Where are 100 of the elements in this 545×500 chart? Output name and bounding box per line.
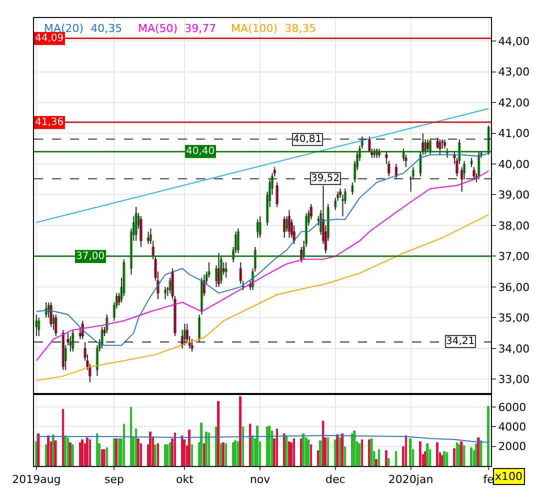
ref-line-label: 40,81: [293, 134, 322, 145]
bar: [251, 436, 254, 466]
bar: [341, 434, 344, 466]
bar: [113, 438, 116, 466]
bar: [358, 443, 361, 466]
bar: [456, 442, 458, 466]
x-tick-label: nov: [250, 473, 271, 486]
bar: [336, 434, 339, 466]
ref-line-label: 40,40: [186, 146, 215, 157]
bar: [463, 445, 466, 466]
line-series: [36, 214, 490, 382]
bar: [62, 408, 64, 466]
bar: [220, 443, 222, 466]
bar: [242, 426, 244, 466]
bar: [310, 444, 312, 466]
y-tick-label: 40,00: [498, 158, 530, 171]
bar: [361, 439, 364, 466]
ref-line-label: 39,52: [311, 173, 340, 184]
bar: [205, 432, 208, 466]
bar: [115, 438, 118, 466]
y-tick-label: 34,00: [498, 342, 530, 356]
x-tick-label: 2020jan: [388, 473, 434, 486]
bar: [385, 450, 388, 466]
bar: [387, 458, 390, 466]
text: MA(50) 39,77: [138, 22, 216, 35]
bar: [436, 442, 438, 466]
x-tick-label: sep: [104, 473, 124, 486]
bar: [268, 426, 271, 466]
bar: [135, 428, 138, 466]
x-tick-label: 2019aug: [12, 473, 61, 486]
bar: [183, 439, 186, 466]
bar: [86, 437, 88, 466]
bar: [203, 443, 206, 466]
bar: [353, 430, 356, 466]
bar: [395, 451, 398, 466]
bar: [137, 438, 140, 466]
bar: [487, 406, 490, 466]
bar: [276, 428, 278, 466]
bar: [378, 449, 380, 466]
bar: [426, 443, 429, 466]
bar: [101, 449, 103, 466]
bar: [166, 444, 169, 466]
bar: [222, 442, 225, 466]
bar: [409, 438, 412, 466]
y-tick-label: 39,00: [498, 188, 530, 202]
bar: [375, 459, 378, 466]
bar: [169, 442, 172, 466]
text: x100: [495, 470, 523, 483]
bar: [45, 444, 48, 466]
bar: [443, 451, 446, 466]
y-tick-label: 36,00: [498, 280, 530, 294]
bar: [37, 434, 40, 466]
bar: [327, 437, 330, 466]
bar: [149, 432, 152, 466]
bar: [293, 438, 296, 466]
bar: [249, 424, 252, 466]
bar: [54, 440, 57, 466]
bar: [106, 447, 108, 466]
ref-line-label: 44,09: [35, 33, 64, 44]
bar: [307, 439, 310, 466]
bar: [344, 446, 346, 466]
bar: [453, 448, 456, 466]
bar: [419, 441, 422, 466]
bar: [319, 440, 322, 466]
bar: [234, 440, 237, 466]
bar: [67, 437, 69, 466]
bar: [446, 452, 448, 466]
bar: [305, 437, 308, 466]
y-tick-label: 44,00: [498, 34, 530, 48]
bar: [47, 436, 50, 466]
bar: [64, 436, 67, 466]
bar: [237, 441, 240, 466]
bar: [405, 436, 407, 466]
y-tick-label: 38,00: [498, 219, 530, 232]
bar: [174, 432, 176, 466]
bar: [188, 430, 190, 466]
x-tick-label: dec: [326, 473, 346, 486]
bar: [130, 407, 132, 466]
ref-line-label: 37,00: [76, 251, 105, 262]
bar: [225, 443, 227, 466]
ref-line-label: 34,21: [446, 336, 475, 347]
y-tick-label: 2000: [498, 440, 526, 454]
bar: [239, 396, 242, 466]
bar: [123, 424, 125, 466]
y-tick-label: 43,00: [498, 66, 530, 79]
bar: [81, 439, 84, 466]
x-tick-label: okt: [176, 473, 194, 486]
bar: [470, 447, 472, 466]
y-tick-label: 42,00: [498, 96, 530, 110]
line-series: [36, 435, 490, 443]
y-tick-label: 41,00: [498, 127, 530, 140]
x-tick-label: fe: [483, 473, 494, 486]
y-tick-label: 4000: [498, 420, 526, 434]
bar: [191, 444, 193, 466]
bar: [103, 449, 106, 466]
bar: [339, 437, 342, 466]
bar: [370, 438, 373, 466]
bar: [256, 426, 259, 466]
y-tick-label: 6000: [498, 400, 526, 414]
bar: [460, 441, 463, 466]
